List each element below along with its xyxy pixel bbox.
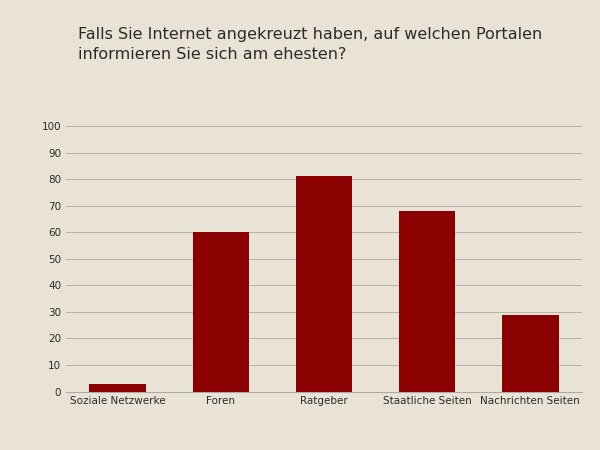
Bar bbox=[89, 383, 146, 392]
Text: Falls Sie Internet angekreuzt haben, auf welchen Portalen
informieren Sie sich a: Falls Sie Internet angekreuzt haben, auf… bbox=[78, 27, 542, 62]
Bar bbox=[296, 176, 352, 392]
Bar bbox=[399, 211, 455, 392]
Bar bbox=[502, 315, 559, 392]
Bar bbox=[193, 232, 249, 392]
